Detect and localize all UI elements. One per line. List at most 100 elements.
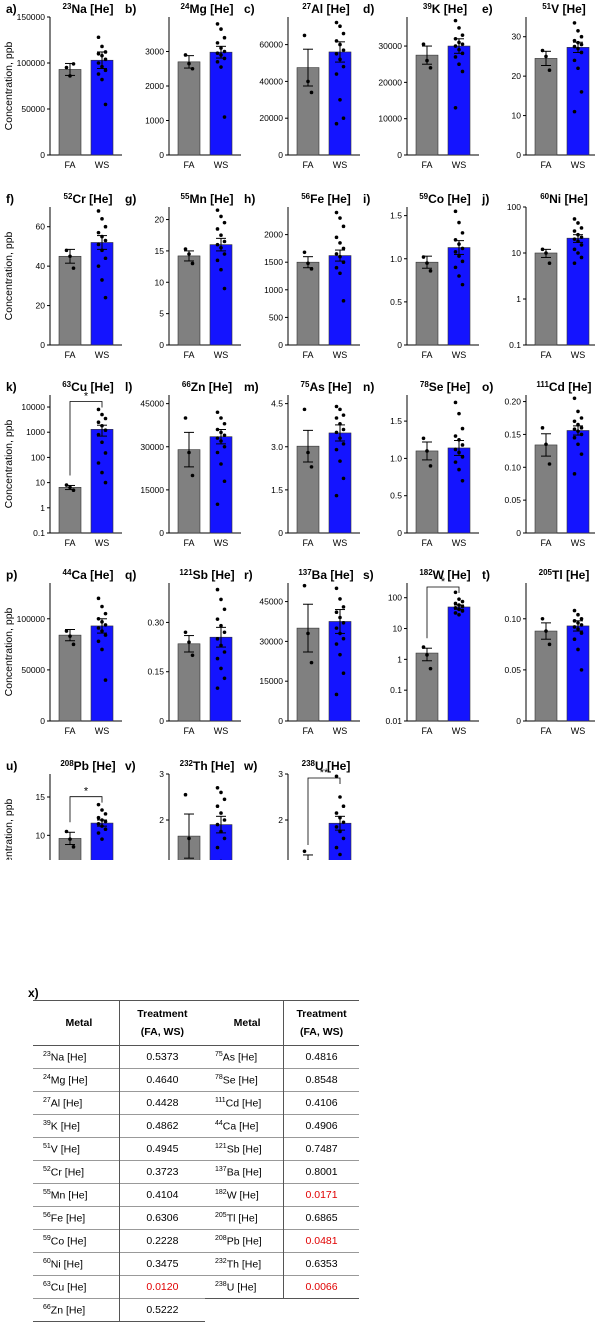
data-point xyxy=(219,829,223,834)
data-point xyxy=(341,427,346,432)
data-point xyxy=(576,422,580,427)
chart-title: 78Se [He] xyxy=(420,380,470,394)
data-point xyxy=(96,432,101,437)
table-row: 24Mg [He] 0.4640 xyxy=(33,1068,205,1092)
y-tick-label: 50000 xyxy=(21,104,45,114)
data-point xyxy=(576,232,580,237)
chart-panel: 78Se [He] n) 0 0.5 1.0 1.5 FA WS xyxy=(363,380,479,548)
panel-letter: t) xyxy=(482,568,490,582)
data-point xyxy=(540,247,545,252)
table-row: 60Ni [He] 0.3475 xyxy=(33,1252,205,1276)
data-point xyxy=(222,630,227,635)
element-label: Mg [He] xyxy=(189,2,233,16)
panel-letter: f) xyxy=(6,192,14,206)
metal-name: Se [He] xyxy=(222,1074,258,1087)
y-tick-label: 4.5 xyxy=(271,399,283,409)
metal-cell: 60Ni [He] xyxy=(33,1252,120,1276)
data-point xyxy=(579,34,584,39)
data-point xyxy=(215,502,220,507)
significance-marker: * xyxy=(84,390,89,402)
chart-panel: 39K [He] d) 0 10000 20000 30000 FA WS xyxy=(363,2,479,170)
data-point xyxy=(338,216,342,220)
y-tick-label: 2000 xyxy=(264,230,283,240)
chart-title: 52Cr [He] xyxy=(64,192,113,206)
x-tick-label: FA xyxy=(421,538,432,548)
x-tick-label: WS xyxy=(333,726,348,736)
data-point xyxy=(572,247,577,252)
data-point xyxy=(215,208,220,212)
data-point xyxy=(103,102,108,107)
y-tick-label: 0.20 xyxy=(504,397,521,407)
element-label: Na [He] xyxy=(71,2,113,16)
data-point xyxy=(68,634,72,638)
isotope-mass: 75 xyxy=(215,1050,223,1058)
data-point xyxy=(547,68,552,73)
data-point xyxy=(334,210,339,215)
y-tick-label: 3 xyxy=(159,769,164,779)
data-point xyxy=(547,462,552,466)
data-point xyxy=(334,626,339,630)
isotope-mass: 44 xyxy=(215,1119,223,1127)
chart-title: 59Co [He] xyxy=(419,192,471,206)
element-label: K [He] xyxy=(432,2,467,16)
data-point xyxy=(579,616,584,621)
data-point xyxy=(103,68,108,73)
data-point xyxy=(215,427,220,432)
data-point xyxy=(457,47,461,52)
data-point xyxy=(425,653,429,657)
data-point xyxy=(457,254,461,258)
data-point xyxy=(457,612,461,617)
data-point xyxy=(338,829,342,834)
bar-ws xyxy=(447,45,471,156)
data-point xyxy=(222,421,227,426)
chart-title: 75As [He] xyxy=(301,380,352,394)
data-point xyxy=(421,255,426,259)
data-point xyxy=(572,21,577,25)
data-point xyxy=(222,286,227,291)
y-tick-label: 40 xyxy=(36,261,46,271)
x-tick-label: WS xyxy=(214,538,229,548)
y-tick-label: 10000 xyxy=(21,402,45,412)
panel-letter: g) xyxy=(125,192,136,206)
data-point xyxy=(334,811,339,815)
data-point xyxy=(579,255,584,260)
y-tick-label: 0.10 xyxy=(504,614,521,624)
bar-fa xyxy=(415,450,439,534)
chart-panel: 182W [He] s) 0.01 0.1 1 10 100 FA WS * xyxy=(363,568,479,736)
bar-fa xyxy=(177,61,201,156)
data-point xyxy=(453,400,458,405)
p-value-cell-significant: 0.0066 xyxy=(283,1275,359,1299)
element-label: V [He] xyxy=(551,2,586,16)
panel-letter: p) xyxy=(6,568,17,582)
data-point xyxy=(428,269,433,273)
metal-cell: 205Tl [He] xyxy=(205,1206,285,1230)
data-point xyxy=(579,432,584,437)
data-point xyxy=(540,616,545,621)
data-point xyxy=(341,246,346,251)
data-point xyxy=(222,650,227,654)
data-point xyxy=(215,227,220,231)
data-point xyxy=(572,237,577,241)
x-tick-label: WS xyxy=(95,726,110,736)
table-row: 208Pb [He] 0.0481 xyxy=(205,1229,359,1253)
data-point xyxy=(460,69,465,74)
data-point xyxy=(576,46,580,51)
data-point xyxy=(579,42,584,47)
data-point xyxy=(341,224,346,229)
data-point xyxy=(215,450,220,455)
y-tick-label: 60 xyxy=(36,222,46,232)
isotope-mass: 55 xyxy=(181,192,190,201)
isotope-mass: 51 xyxy=(542,2,551,11)
bar-ws xyxy=(566,625,590,722)
data-point xyxy=(100,234,104,239)
isotope-mass: 56 xyxy=(301,192,310,201)
element-label: U [He] xyxy=(315,759,350,773)
p-value-cell: 0.5222 xyxy=(119,1298,205,1322)
data-point xyxy=(190,653,195,658)
y-axis-title: Concentration, ppb xyxy=(3,231,15,320)
p-value-cell: 0.4862 xyxy=(119,1114,205,1138)
y-tick-label: 0 xyxy=(40,340,45,350)
bar-ws xyxy=(447,447,471,534)
y-tick-label: 150000 xyxy=(17,12,46,22)
p-value-cell: 0.4106 xyxy=(283,1091,359,1115)
